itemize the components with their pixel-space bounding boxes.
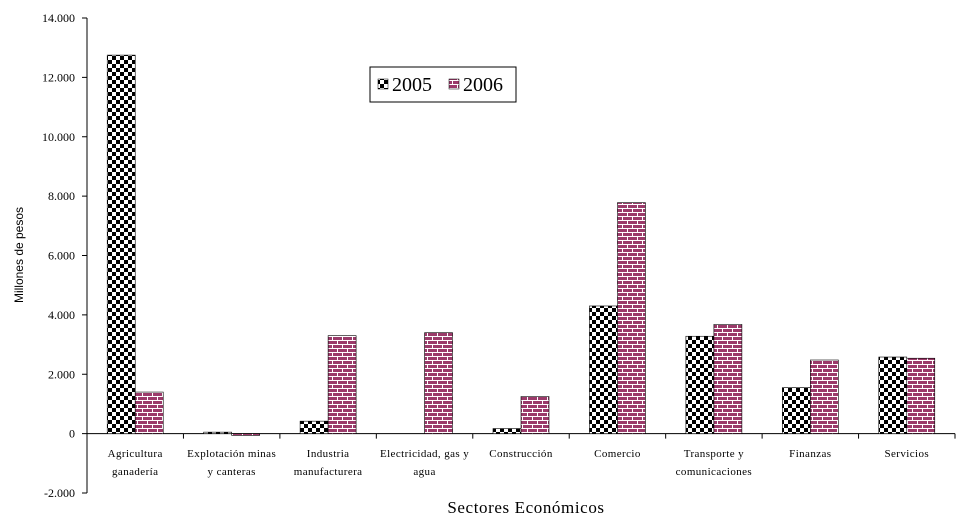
bar-2006-0 xyxy=(134,391,164,434)
legend-label-2006: 2006 xyxy=(463,74,503,96)
category-label: Electricidad, gas y agua xyxy=(380,448,469,478)
bar-2006-7 xyxy=(810,359,839,434)
y-tick-label: 14.000 xyxy=(42,11,75,25)
bar-2006-1 xyxy=(231,433,260,436)
category-label: Industria manufacturera xyxy=(294,448,363,478)
y-tick-label: 8.000 xyxy=(48,189,75,203)
bar-2005-5 xyxy=(589,305,618,434)
category-label: Comercio xyxy=(594,448,641,460)
y-tick-label: 0 xyxy=(69,427,75,441)
legend-swatch-2006 xyxy=(448,78,460,90)
category-label: Explotación minas y canteras xyxy=(187,448,276,478)
y-axis-label: Millones de pesos xyxy=(12,207,26,303)
legend-swatch-2005 xyxy=(377,78,389,90)
category-label: Servicios xyxy=(885,448,930,460)
y-tick-label: -2.000 xyxy=(44,486,75,500)
bar-2005-4 xyxy=(492,428,522,434)
category-label: Agricultura ganadería xyxy=(108,448,163,478)
category-labels: Agricultura ganadería Explotación minas y c… xyxy=(108,448,929,478)
bar-2006-2 xyxy=(327,335,357,434)
x-axis-label: Sectores Económicos xyxy=(447,498,604,517)
bar-2006-4 xyxy=(520,396,550,434)
bar-2005-7 xyxy=(782,387,811,434)
bar-2006-8 xyxy=(906,357,936,434)
category-label: Finanzas xyxy=(789,448,831,460)
bars xyxy=(106,54,936,436)
y-tick-label: 10.000 xyxy=(42,130,75,144)
bar-2006-3 xyxy=(424,332,453,434)
bar-2006-6 xyxy=(713,324,743,434)
bar-2005-1 xyxy=(203,431,232,434)
legend-box xyxy=(369,66,517,103)
category-label: Transporte y comunicaciones xyxy=(676,448,752,478)
legend: 2005 2006 xyxy=(369,66,517,103)
bar-2005-2 xyxy=(299,420,329,434)
category-label: Construcción xyxy=(489,448,553,460)
legend-label-2005: 2005 xyxy=(392,74,432,96)
y-tick-label: 2.000 xyxy=(48,367,75,381)
bar-2006-5 xyxy=(617,202,646,434)
bar-2005-0 xyxy=(106,54,136,434)
y-tick-label: 12.000 xyxy=(42,70,75,84)
bar-2005-8 xyxy=(878,356,908,434)
bar-2005-6 xyxy=(685,335,715,434)
y-tick-label: 6.000 xyxy=(48,249,75,263)
y-tick-label: 4.000 xyxy=(48,308,75,322)
